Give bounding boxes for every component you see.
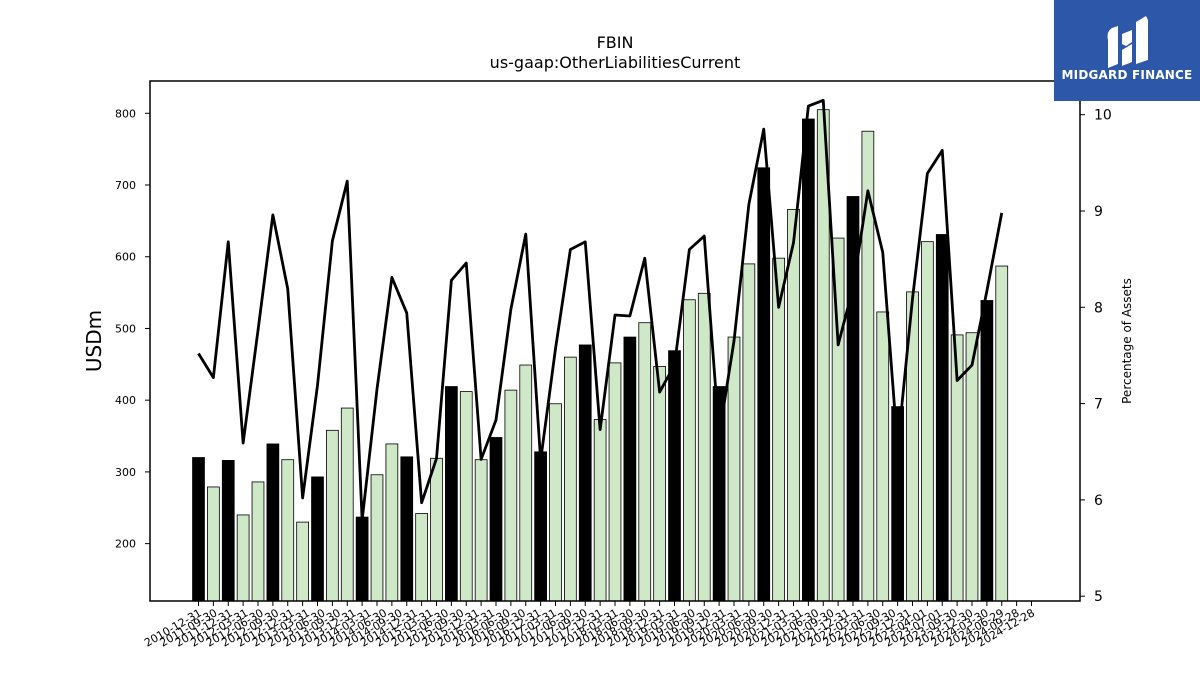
logo-text: MIDGARD FINANCE	[1061, 68, 1193, 82]
left-axis: 200 300 400 500 600 700 800	[115, 107, 150, 551]
quarter-bar	[593, 419, 607, 602]
annual-bar	[400, 456, 414, 602]
quarter-bar	[207, 486, 220, 602]
quarter-bar	[772, 257, 785, 602]
annual-bar	[221, 460, 235, 602]
y2-tick-label: 6	[1094, 493, 1103, 509]
annual-bar	[980, 300, 994, 602]
annual-bar	[311, 476, 324, 602]
quarter-bar	[474, 459, 488, 602]
chart-subtitle: us-gaap:OtherLiabilitiesCurrent	[489, 53, 741, 72]
y-tick-label: 700	[115, 179, 136, 192]
right-axis: 5 6 7 8 9 10	[1080, 108, 1112, 605]
y-tick-label: 600	[115, 251, 136, 264]
quarter-bar	[921, 241, 934, 602]
brand-logo: MIDGARD FINANCE	[1054, 0, 1200, 101]
quarter-bar	[876, 311, 890, 602]
y-tick-label: 800	[115, 107, 136, 120]
annual-bar	[757, 167, 771, 602]
annual-bar	[266, 443, 280, 602]
annual-bar	[534, 451, 547, 602]
quarter-bar	[236, 514, 250, 602]
quarter-bar	[683, 299, 696, 602]
quarter-bar	[415, 513, 428, 602]
quarter-bar	[727, 336, 741, 602]
y-tick-label: 500	[115, 322, 136, 335]
y2-axis-label: Percentage of Assets	[1120, 278, 1134, 404]
percentage-line	[197, 98, 1004, 522]
quarter-bar	[549, 403, 562, 602]
quarter-bar	[326, 429, 339, 602]
annual-bar	[802, 118, 815, 602]
chart-title: FBIN	[596, 33, 634, 52]
quarter-bar	[564, 356, 577, 602]
y-tick-label: 400	[115, 394, 136, 407]
quarter-bar	[459, 391, 473, 602]
y-axis-label: USDm	[82, 310, 106, 372]
annual-bar	[489, 437, 503, 602]
line-series	[197, 98, 1004, 522]
quarter-bar	[995, 265, 1009, 602]
annual-bar	[623, 336, 637, 602]
bar-series	[192, 109, 1009, 602]
y2-tick-label: 8	[1094, 300, 1103, 316]
quarter-bar	[787, 208, 800, 602]
quarter-bar	[965, 332, 979, 602]
y2-tick-label: 9	[1094, 204, 1103, 220]
quarter-bar	[281, 459, 295, 602]
quarter-bar	[370, 474, 384, 602]
quarter-bar	[653, 366, 666, 602]
quarter-bar	[608, 362, 622, 602]
y2-tick-label: 7	[1094, 397, 1103, 413]
y2-tick-label: 10	[1094, 108, 1112, 124]
annual-bar	[355, 516, 369, 602]
y2-tick-label: 5	[1094, 589, 1103, 605]
quarter-bar	[519, 364, 533, 602]
quarter-bar	[638, 322, 652, 602]
logo-mark-icon	[1107, 16, 1148, 68]
annual-bar	[935, 234, 949, 602]
quarter-bar	[742, 263, 756, 602]
quarter-bar	[861, 130, 875, 602]
quarter-bar	[430, 457, 443, 602]
quarter-bar	[296, 521, 309, 602]
y-tick-label: 300	[115, 466, 136, 479]
y-tick-label: 200	[115, 538, 136, 551]
quarter-bar	[504, 389, 518, 602]
annual-bar	[668, 350, 681, 602]
quarter-bar	[697, 292, 711, 602]
bottom-axis: 2010-12-312011-09-302011-12-312012-03-31…	[142, 601, 1037, 650]
annual-bar	[578, 344, 592, 602]
quarter-bar	[340, 407, 354, 602]
quarter-bar	[385, 443, 399, 602]
annual-bar	[192, 457, 205, 602]
annual-bar	[445, 386, 458, 602]
quarter-bar	[251, 481, 265, 602]
